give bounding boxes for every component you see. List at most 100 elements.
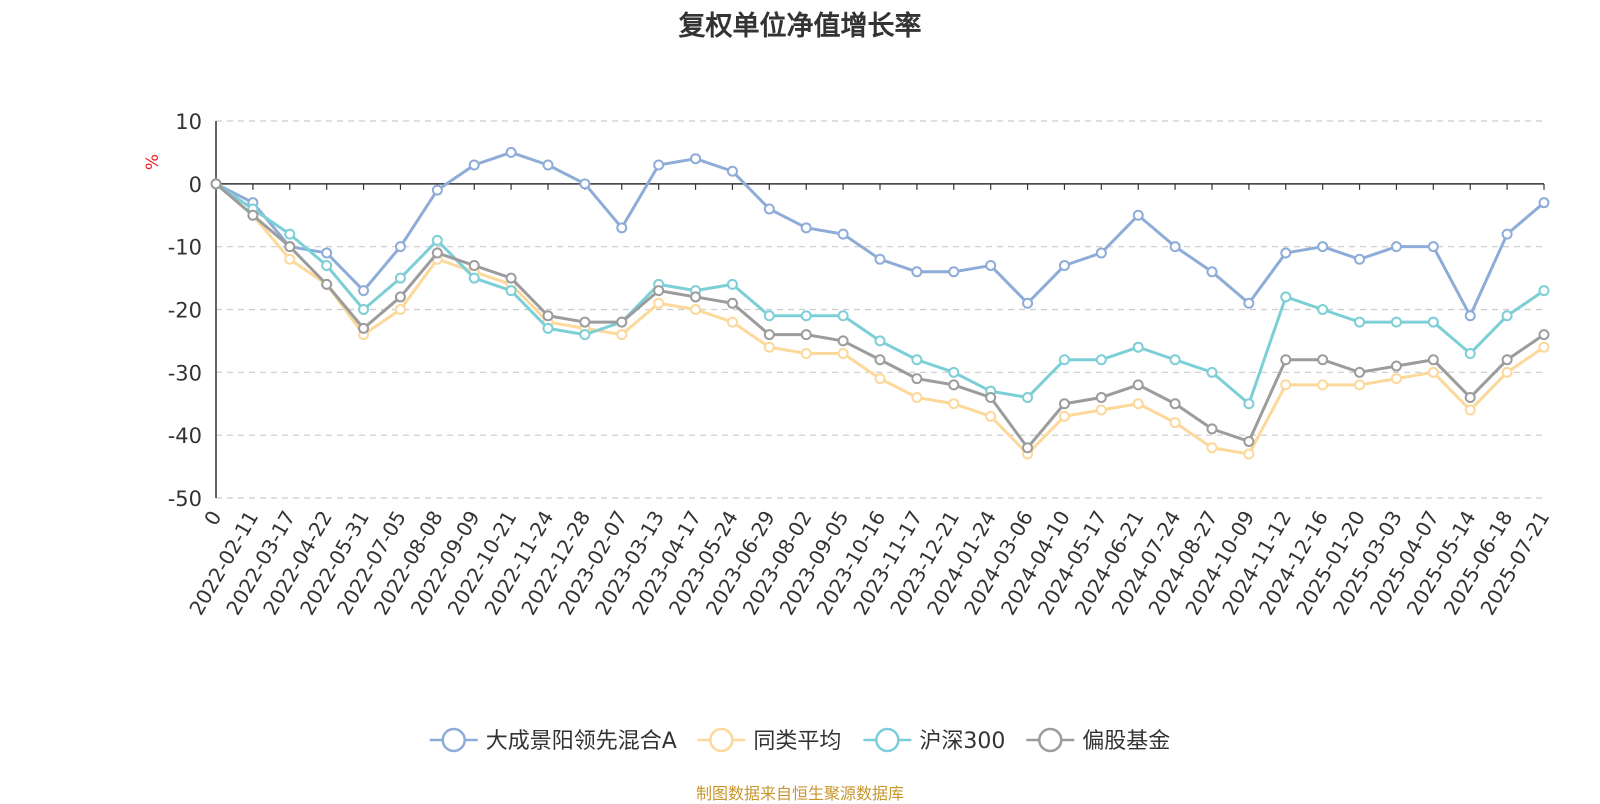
data-point <box>800 347 812 359</box>
data-point <box>985 410 997 422</box>
data-point <box>911 391 923 403</box>
data-point <box>948 379 960 391</box>
data-point <box>837 228 849 240</box>
data-point <box>394 291 406 303</box>
data-point <box>837 310 849 322</box>
legend-item-3[interactable]: 偏股基金 <box>1026 727 1170 754</box>
data-point <box>726 316 738 328</box>
y-axis-label: % <box>143 154 163 170</box>
data-point <box>1317 354 1329 366</box>
data-point <box>468 260 480 272</box>
data-point <box>874 354 886 366</box>
data-point <box>579 178 591 190</box>
data-point <box>690 153 702 165</box>
data-point <box>358 304 370 315</box>
y-tick-label: 0 <box>189 173 202 197</box>
data-point <box>1538 341 1550 353</box>
data-point <box>800 329 812 341</box>
data-point <box>468 159 480 171</box>
data-point <box>911 354 923 366</box>
legend-label: 沪深300 <box>919 729 1005 754</box>
data-point <box>1022 391 1034 403</box>
data-point <box>1206 266 1218 278</box>
data-point <box>1169 354 1181 366</box>
data-point <box>616 316 628 328</box>
data-point <box>690 304 702 315</box>
data-point <box>1280 291 1292 303</box>
legend-label: 偏股基金 <box>1082 729 1170 754</box>
data-point <box>505 272 517 284</box>
data-point <box>1022 297 1034 309</box>
data-point <box>653 297 665 309</box>
data-point <box>1464 347 1476 359</box>
y-tick-label: -40 <box>168 424 202 448</box>
data-point <box>1280 354 1292 366</box>
data-point <box>616 329 628 341</box>
chart-title: 复权单位净值增长率 <box>678 11 922 42</box>
data-point <box>1243 398 1255 410</box>
data-point <box>1501 310 1513 322</box>
data-point <box>653 159 665 171</box>
data-point <box>1501 354 1513 366</box>
legend-item-2[interactable]: 沪深300 <box>863 727 1005 754</box>
data-point <box>431 234 443 246</box>
data-point <box>948 266 960 278</box>
data-point <box>1538 285 1550 297</box>
data-point <box>284 228 296 240</box>
data-point <box>210 178 222 190</box>
data-point <box>1427 366 1439 378</box>
legend-circle-icon <box>875 727 900 753</box>
data-point <box>653 285 665 297</box>
data-point <box>1206 366 1218 378</box>
data-point <box>763 341 775 353</box>
data-point <box>763 329 775 341</box>
data-point <box>1464 404 1476 416</box>
data-point <box>837 335 849 347</box>
data-point <box>1317 304 1329 315</box>
data-point <box>1022 442 1034 454</box>
legend-circle-icon <box>1038 727 1063 753</box>
data-point <box>837 347 849 359</box>
data-point <box>394 272 406 284</box>
y-tick-label: -50 <box>168 487 202 511</box>
data-point <box>690 291 702 303</box>
data-point <box>321 247 333 259</box>
data-point <box>1243 448 1255 460</box>
data-point <box>1169 417 1181 429</box>
data-point <box>1132 398 1144 410</box>
data-point <box>394 241 406 253</box>
data-point <box>800 222 812 234</box>
data-point <box>1354 253 1366 265</box>
data-point <box>911 266 923 278</box>
axis-layer: 100-10-20-30-40-50%02022-02-112022-03-17… <box>143 110 1554 619</box>
data-point <box>1390 360 1402 372</box>
data-point <box>1390 241 1402 253</box>
data-point <box>1132 341 1144 353</box>
data-point <box>948 398 960 410</box>
data-point <box>431 247 443 259</box>
data-point <box>1132 209 1144 221</box>
data-point <box>358 285 370 297</box>
data-point <box>1280 247 1292 259</box>
grid-layer <box>216 120 1544 499</box>
data-point <box>985 260 997 272</box>
data-point <box>1427 354 1439 366</box>
data-point <box>763 310 775 322</box>
data-point <box>1501 228 1513 240</box>
data-point <box>1095 391 1107 403</box>
data-point <box>579 329 591 341</box>
data-point <box>579 316 591 328</box>
data-point <box>1390 316 1402 328</box>
legend-item-1[interactable]: 同类平均 <box>697 727 841 754</box>
data-point <box>1280 379 1292 391</box>
data-point <box>1169 241 1181 253</box>
data-point <box>1058 260 1070 272</box>
data-point <box>726 278 738 290</box>
data-point <box>542 310 554 322</box>
data-point <box>874 253 886 265</box>
data-point <box>1095 354 1107 366</box>
legend-item-0[interactable]: 大成景阳领先混合A <box>429 727 677 754</box>
legend-label: 同类平均 <box>753 729 841 754</box>
data-point <box>1354 366 1366 378</box>
footer-source: 制图数据来自恒生聚源数据库 <box>695 784 904 803</box>
